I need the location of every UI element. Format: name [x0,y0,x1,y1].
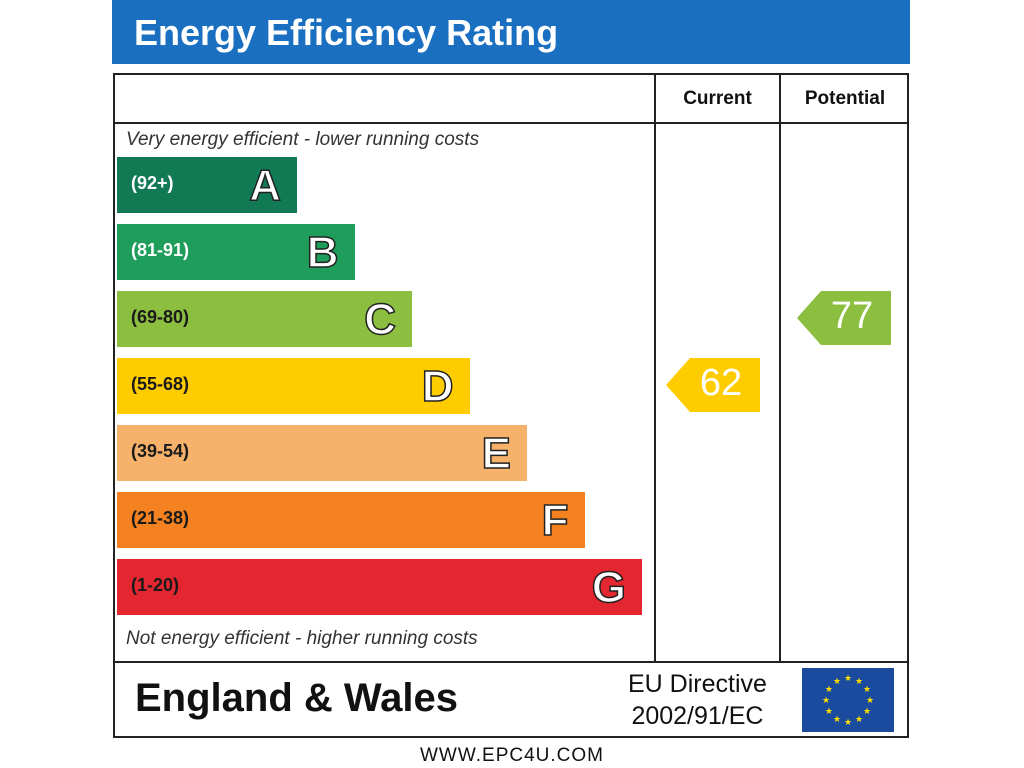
band-range-label: (69-80) [131,307,190,327]
star-icon: ★ [844,717,852,727]
band-letter: D [421,361,454,412]
chart-frame [113,73,909,738]
header-divider [113,122,909,124]
band-f: (21-38) F [117,492,585,548]
eu-directive: EU Directive 2002/91/EC [628,668,767,732]
arrow-potential: 77 [797,291,891,345]
star-icon: ★ [822,695,830,705]
arrow-current: 62 [666,358,760,412]
arrow-value: 62 [699,362,743,404]
star-icon: ★ [825,706,833,716]
band-c: (69-80) C [117,291,412,347]
band-range-label: (81-91) [131,240,190,260]
band-range-label: (55-68) [131,374,190,394]
band-b: (81-91) B [117,224,355,280]
region-label: England & Wales [135,676,459,720]
band-range-label: (21-38) [131,508,190,528]
title-bar: Energy Efficiency Rating [112,0,910,64]
column-header-current: Current [683,88,752,109]
star-icon: ★ [855,676,863,686]
star-icon: ★ [833,676,841,686]
star-icon: ★ [833,714,841,724]
star-icon: ★ [855,714,863,724]
star-icon: ★ [825,684,833,694]
star-icon: ★ [863,706,871,716]
band-a: (92+) A [117,157,297,213]
band-letter: A [248,160,281,211]
band-g: (1-20) G [117,559,642,615]
chart-title: Energy Efficiency Rating [134,12,559,53]
band-letter: C [363,294,396,345]
eu-flag-icon: ★ ★ ★ ★ ★ ★ ★ ★ ★ ★ ★ ★ [802,668,894,732]
band-letter: G [591,562,627,613]
band-letter: B [306,227,339,278]
directive-line2: 2002/91/EC [631,702,764,730]
arrow-shape [666,358,760,412]
star-icon: ★ [863,684,871,694]
arrow-value: 77 [830,295,874,337]
arrow-shape [797,291,891,345]
directive-line1: EU Directive [628,670,767,698]
star-icon: ★ [844,673,852,683]
band-range-label: (92+) [131,173,174,193]
caption-bottom: Not energy efficient - higher running co… [126,628,478,649]
caption-top: Very energy efficient - lower running co… [126,129,480,150]
column-header-potential: Potential [804,88,886,109]
footer-divider [113,661,909,663]
divider-current [654,73,656,663]
band-letter: E [481,428,512,479]
band-d: (55-68) D [117,358,470,414]
footer-url: WWW.EPC4U.COM [420,745,604,766]
band-e: (39-54) E [117,425,527,481]
star-icon: ★ [866,695,874,705]
divider-potential [779,73,781,663]
band-range-label: (39-54) [131,441,190,461]
band-range-label: (1-20) [131,575,180,595]
band-letter: F [541,495,569,546]
